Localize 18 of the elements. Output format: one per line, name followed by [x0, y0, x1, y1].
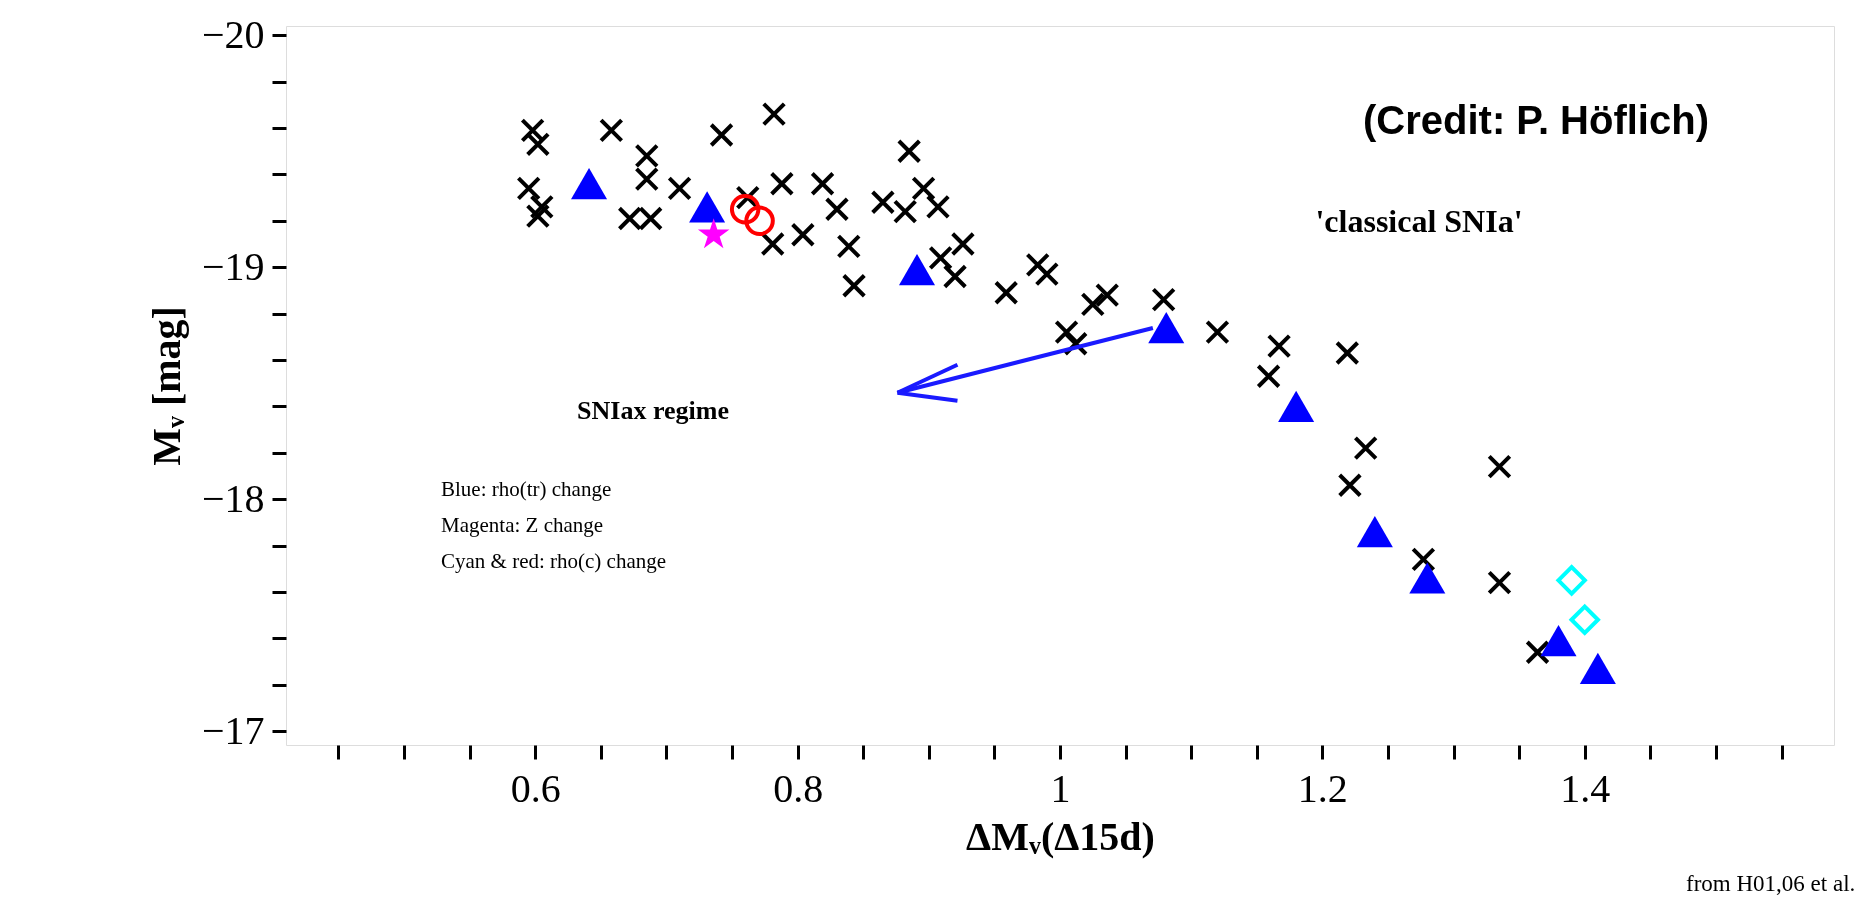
x-tick-label: 1.4	[1560, 765, 1611, 811]
annotation: Blue: rho(tr) change	[441, 477, 612, 501]
x-tick-label: 0.6	[510, 765, 561, 811]
y-axis-title: Mᵥ [mag]	[143, 306, 189, 466]
text: from H01,06 et al.	[1686, 871, 1856, 896]
y-tick-label: −17	[201, 707, 265, 753]
y-tick-label: −20	[201, 11, 265, 57]
annotation: SNIax regime	[577, 396, 729, 425]
x-tick-label: 0.8	[773, 765, 824, 811]
y-tick-label: −19	[201, 243, 265, 289]
x-tick-label: 1.2	[1297, 765, 1348, 811]
annotation: Magenta: Z change	[441, 513, 604, 537]
y-tick-label: −18	[201, 475, 265, 521]
annotation: Cyan & red: rho(c) change	[441, 549, 667, 573]
x-tick-label: 1	[1050, 765, 1071, 811]
x-axis-title: ΔMᵥ(Δ15d)	[966, 813, 1155, 859]
annotation: (Credit: P. Höflich)	[1363, 98, 1709, 142]
annotation: 'classical SNIa'	[1315, 203, 1523, 239]
